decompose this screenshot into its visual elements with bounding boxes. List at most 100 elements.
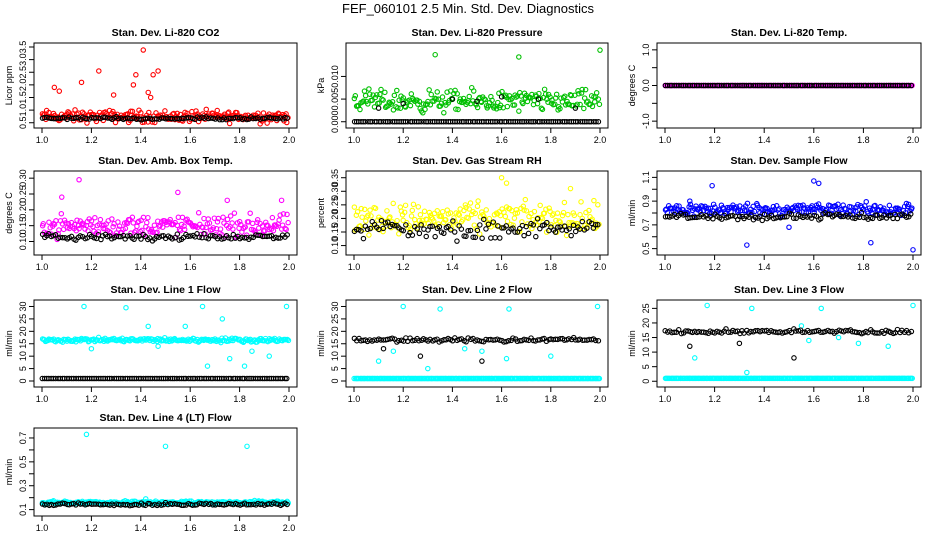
- data-point: [510, 335, 516, 341]
- data-point: [361, 206, 368, 213]
- data-point: [483, 207, 489, 213]
- data-point: [869, 215, 876, 222]
- data-point: [544, 219, 550, 226]
- data-point: [516, 54, 522, 60]
- data-point: [557, 219, 563, 225]
- data-point: [185, 233, 191, 240]
- data-point: [182, 323, 189, 330]
- data-point: [199, 303, 206, 310]
- data-point: [905, 330, 912, 336]
- page-title: FEF_060101 2.5 Min. Std. Dev. Diagnostic…: [342, 1, 594, 16]
- series-cyan: [39, 431, 291, 508]
- data-point: [565, 336, 572, 342]
- data-point: [546, 205, 552, 211]
- data-point: [138, 375, 144, 382]
- data-point: [88, 345, 95, 352]
- x-tick-label: 1.2: [708, 135, 721, 145]
- data-point: [124, 233, 131, 239]
- x-tick-label: 1.2: [708, 394, 721, 404]
- x-tick-label: 1.6: [495, 394, 508, 404]
- data-point: [435, 96, 442, 102]
- y-tick-label: 10: [330, 351, 340, 361]
- data-point: [908, 211, 914, 217]
- data-point: [673, 203, 680, 209]
- data-point: [260, 110, 267, 116]
- y-tick-label: 15: [330, 339, 340, 349]
- data-point: [376, 100, 382, 106]
- data-point: [543, 206, 549, 212]
- data-point: [174, 501, 180, 507]
- x-tick-label: 1.0: [36, 135, 49, 145]
- data-point: [548, 221, 555, 228]
- data-point: [418, 118, 424, 125]
- x-tick-label: 1.4: [135, 523, 148, 533]
- data-point: [426, 87, 432, 93]
- data-point: [578, 90, 585, 96]
- data-point: [275, 116, 281, 122]
- data-point: [465, 335, 471, 341]
- data-point: [479, 358, 485, 364]
- x-tick-label: 1.8: [545, 135, 558, 145]
- y-tick-label: 3.5: [18, 41, 28, 54]
- x-tick-label: 1.2: [397, 135, 410, 145]
- series-cyan: [39, 303, 292, 369]
- plot-frame: [33, 170, 298, 256]
- data-point: [700, 329, 707, 335]
- data-point: [77, 233, 83, 239]
- data-point: [374, 92, 380, 98]
- data-point: [133, 72, 139, 78]
- data-point: [593, 90, 600, 96]
- data-point: [847, 212, 853, 218]
- data-point: [409, 232, 416, 238]
- data-point: [73, 114, 79, 121]
- data-point: [380, 228, 386, 235]
- data-point: [379, 96, 385, 102]
- data-point: [284, 501, 290, 508]
- data-point: [175, 189, 181, 196]
- data-point: [133, 501, 140, 508]
- data-point: [552, 229, 559, 235]
- data-point: [248, 501, 254, 508]
- data-point: [729, 82, 736, 89]
- data-point: [488, 235, 494, 241]
- data-point: [789, 375, 796, 382]
- data-point: [581, 105, 587, 112]
- y-tick-label: 20: [18, 326, 28, 336]
- data-point: [453, 106, 459, 112]
- data-point: [883, 327, 889, 334]
- data-point: [423, 233, 429, 240]
- data-point: [196, 234, 202, 240]
- data-point: [439, 208, 446, 215]
- y-tick-label: 25: [641, 303, 651, 313]
- data-point: [84, 115, 90, 122]
- chart-title: Stan. Dev. Li-820 Pressure: [411, 27, 542, 39]
- y-tick-label: 0.30: [18, 169, 28, 187]
- data-point: [74, 217, 80, 223]
- data-point: [902, 375, 908, 382]
- data-point: [66, 114, 72, 120]
- x-tick-label: 1.8: [233, 262, 246, 272]
- data-point: [744, 200, 751, 207]
- data-point: [108, 236, 115, 242]
- data-point: [710, 201, 717, 208]
- data-point: [503, 355, 510, 362]
- data-point: [360, 98, 367, 104]
- data-point: [578, 199, 584, 205]
- data-point: [549, 212, 556, 218]
- data-point: [451, 90, 457, 97]
- data-point: [874, 330, 880, 336]
- data-point: [781, 82, 788, 89]
- data-point: [88, 233, 95, 240]
- x-tick-label: 1.2: [85, 262, 98, 272]
- y-tick-label: 0.5: [641, 242, 651, 255]
- data-point: [225, 235, 232, 241]
- data-point: [529, 91, 535, 98]
- data-point: [241, 375, 247, 382]
- data-point: [367, 225, 373, 232]
- y-axis-label: Licor ppm: [4, 66, 14, 106]
- data-point: [182, 375, 189, 382]
- y-tick-label: 0.005: [330, 88, 340, 111]
- data-point: [140, 47, 147, 53]
- data-point: [155, 343, 161, 349]
